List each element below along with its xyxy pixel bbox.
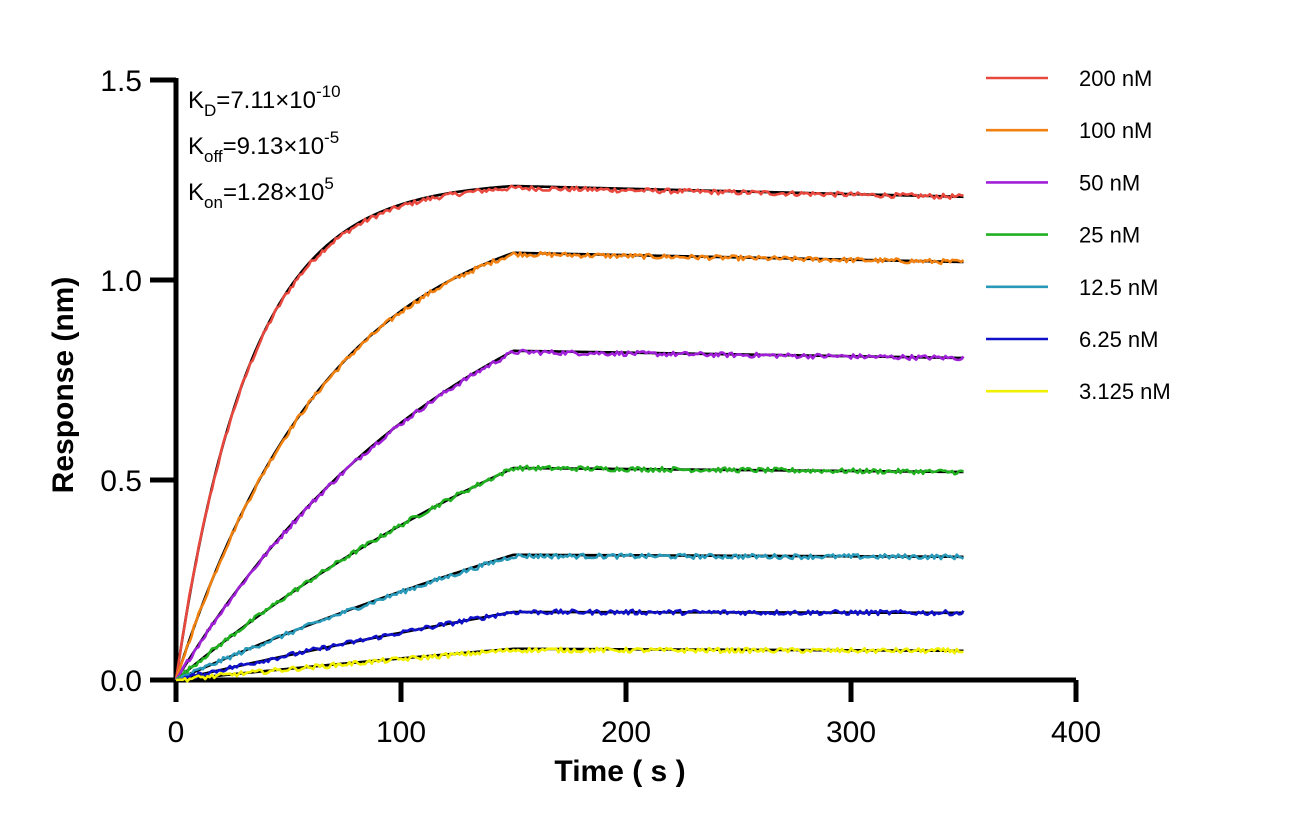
fit-curve	[174, 251, 964, 681]
legend-label: 6.25 nM	[1079, 327, 1159, 352]
kinetic-annotation: Koff=9.13×10-5	[188, 128, 339, 166]
legend-label: 100 nM	[1079, 118, 1152, 143]
data-curve	[175, 608, 965, 682]
y-tick-label: 1.5	[100, 65, 142, 98]
axes	[173, 78, 1076, 683]
kinetic-annotation: Kon=1.28×105	[188, 174, 334, 212]
x-tick-label: 200	[601, 716, 651, 749]
data-curve	[175, 552, 965, 682]
legend-label: 25 nM	[1079, 223, 1140, 248]
y-tick-label: 0.5	[100, 465, 142, 498]
y-tick-label: 1.0	[100, 265, 142, 298]
x-axis-title: Time ( s )	[554, 755, 685, 788]
data-curve	[174, 348, 965, 681]
y-axis-title: Response (nm)	[47, 277, 80, 494]
x-tick-label: 400	[1051, 716, 1101, 749]
legend-label: 50 nM	[1079, 170, 1140, 195]
x-tick-label: 300	[826, 716, 876, 749]
data-curves	[174, 184, 965, 683]
legend-label: 12.5 nM	[1079, 275, 1159, 300]
x-tick-label: 100	[376, 716, 426, 749]
ticks: 0 100 200 300 400 0.0 0.5 1.0 1.5	[100, 65, 1101, 749]
legend-label: 200 nM	[1079, 66, 1152, 91]
data-curve	[175, 464, 964, 681]
data-curve	[175, 646, 964, 683]
kinetic-annotations: KD=7.11×10-10 Koff=9.13×10-5 Kon=1.28×105	[188, 82, 341, 212]
y-tick-label: 0.0	[100, 665, 142, 698]
fit-curve	[175, 553, 964, 682]
kinetic-annotation: KD=7.11×10-10	[188, 82, 341, 120]
data-curve	[174, 250, 965, 681]
data-curve	[174, 184, 964, 681]
legend: 200 nM 100 nM 50 nM 25 nM 12.5 nM 6.25 nM 3.12…	[986, 66, 1171, 404]
x-tick-label: 0	[168, 716, 185, 749]
fit-curve	[175, 610, 964, 682]
legend-label: 3.125 nM	[1079, 379, 1171, 404]
